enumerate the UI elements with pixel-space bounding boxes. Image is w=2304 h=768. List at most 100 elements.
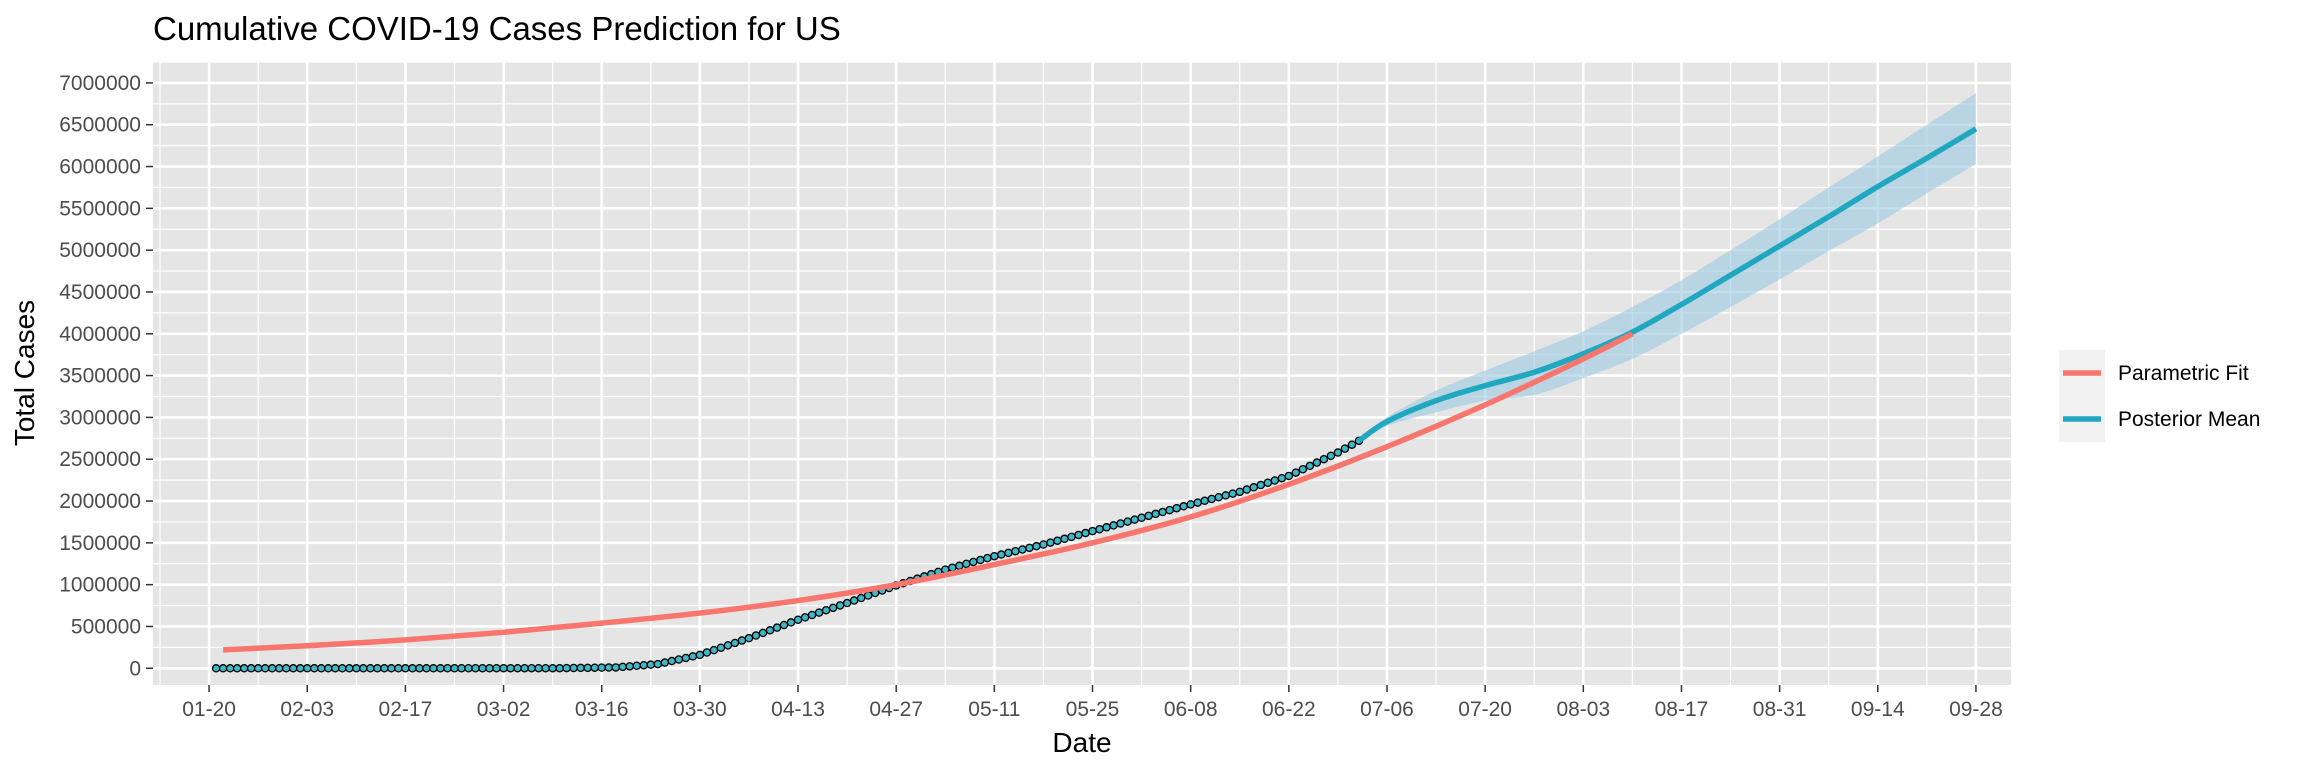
observed-point (990, 551, 999, 561)
x-tick-label: 02-03 (280, 698, 334, 721)
y-tick-label: 2500000 (59, 448, 141, 471)
observed-point (218, 664, 228, 673)
observed-point (962, 559, 971, 569)
observed-point (597, 663, 606, 672)
observed-point (997, 550, 1006, 559)
observed-point (1053, 536, 1062, 545)
observed-point (955, 561, 964, 571)
series-lines (222, 126, 1978, 653)
observed-point (1046, 538, 1055, 547)
observed-point (1172, 503, 1181, 513)
observed-point (415, 664, 424, 673)
y-tick-label: 3000000 (59, 406, 141, 429)
observed-point (646, 660, 656, 669)
observed-point (331, 664, 340, 673)
observed-point (352, 664, 361, 673)
observed-point (688, 652, 698, 661)
observed-point (576, 663, 585, 673)
observed-point (821, 605, 831, 615)
x-tick-label: 08-03 (1556, 698, 1610, 721)
observed-point (527, 663, 536, 673)
observed-point (976, 555, 985, 565)
observed-point (863, 591, 873, 600)
observed-point (555, 663, 564, 673)
observed-point (772, 623, 782, 632)
y-tick-label: 4000000 (59, 323, 141, 346)
x-tick-label: 05-11 (968, 698, 1020, 721)
observed-point (1312, 458, 1322, 467)
y-tick-label: 4500000 (59, 281, 141, 304)
legend-label: Posterior Mean (2118, 408, 2260, 431)
observed-point (232, 664, 242, 673)
y-axis: 0 500000 1000000 1500000 2000000 2500000 30000… (59, 72, 153, 680)
observed-point (667, 656, 677, 666)
observed-point (737, 636, 747, 645)
x-tick-label: 08-17 (1655, 698, 1709, 721)
observed-point (590, 663, 599, 672)
posterior-mean-line (1357, 126, 1978, 444)
observed-point (1277, 473, 1287, 483)
x-tick-label: 04-27 (869, 698, 923, 721)
observed-point (1011, 546, 1020, 556)
observed-point (751, 631, 761, 640)
observed-point (779, 620, 789, 630)
observed-point (562, 663, 571, 673)
observed-point (1200, 496, 1209, 506)
observed-point (253, 664, 263, 673)
observed-point (632, 661, 642, 671)
observed-point (793, 615, 803, 625)
observed-point (1039, 540, 1048, 549)
observed-point (1284, 471, 1294, 481)
x-tick-label: 03-02 (477, 698, 531, 721)
observed-point (380, 664, 389, 673)
observed-point (611, 663, 621, 672)
observed-point (786, 618, 796, 627)
observed-point (1298, 464, 1308, 474)
observed-point (709, 645, 719, 655)
legend: Parametric Fit Posterior Mean (2059, 350, 2260, 442)
observed-point (260, 664, 270, 673)
plot-panel (153, 62, 2011, 685)
observed-point (492, 663, 501, 673)
observed-point (1207, 494, 1216, 504)
observed-point (436, 664, 445, 673)
observed-point (842, 598, 852, 608)
observed-point (681, 653, 691, 663)
observed-point (506, 663, 515, 673)
observed-point (1018, 545, 1027, 554)
observed-point (359, 664, 368, 673)
observed-point (744, 633, 754, 643)
observed-point (422, 664, 431, 673)
observed-point (716, 643, 726, 652)
observed-point (239, 664, 249, 673)
observed-point (1102, 523, 1111, 532)
observed-point (534, 663, 543, 673)
x-tick-label: 07-06 (1360, 698, 1414, 721)
observed-point (324, 664, 333, 673)
observed-point (1158, 507, 1167, 517)
observed-point (807, 610, 817, 620)
observed-point (1235, 487, 1245, 497)
observed-point (800, 613, 810, 622)
y-tick-label: 500000 (71, 615, 141, 638)
y-tick-label: 7000000 (59, 72, 141, 95)
x-tick-label: 07-20 (1458, 698, 1512, 721)
x-tick-label: 08-31 (1753, 698, 1807, 721)
y-tick-label: 5000000 (59, 239, 141, 262)
observed-point (1305, 461, 1315, 471)
y-tick-label: 1000000 (59, 574, 141, 597)
observed-point (1242, 485, 1252, 494)
observed-point (1088, 526, 1097, 536)
y-tick-label: 6500000 (59, 114, 141, 137)
observed-point (211, 664, 221, 673)
chart-title: Cumulative COVID-19 Cases Prediction for… (153, 10, 841, 47)
observed-point (1137, 513, 1146, 523)
observed-point (1081, 528, 1090, 538)
observed-point (338, 664, 347, 673)
observed-point (674, 655, 684, 664)
observed-point (1074, 530, 1083, 540)
observed-point (295, 664, 305, 673)
observed-point (267, 664, 277, 673)
observed-point (1193, 498, 1202, 507)
